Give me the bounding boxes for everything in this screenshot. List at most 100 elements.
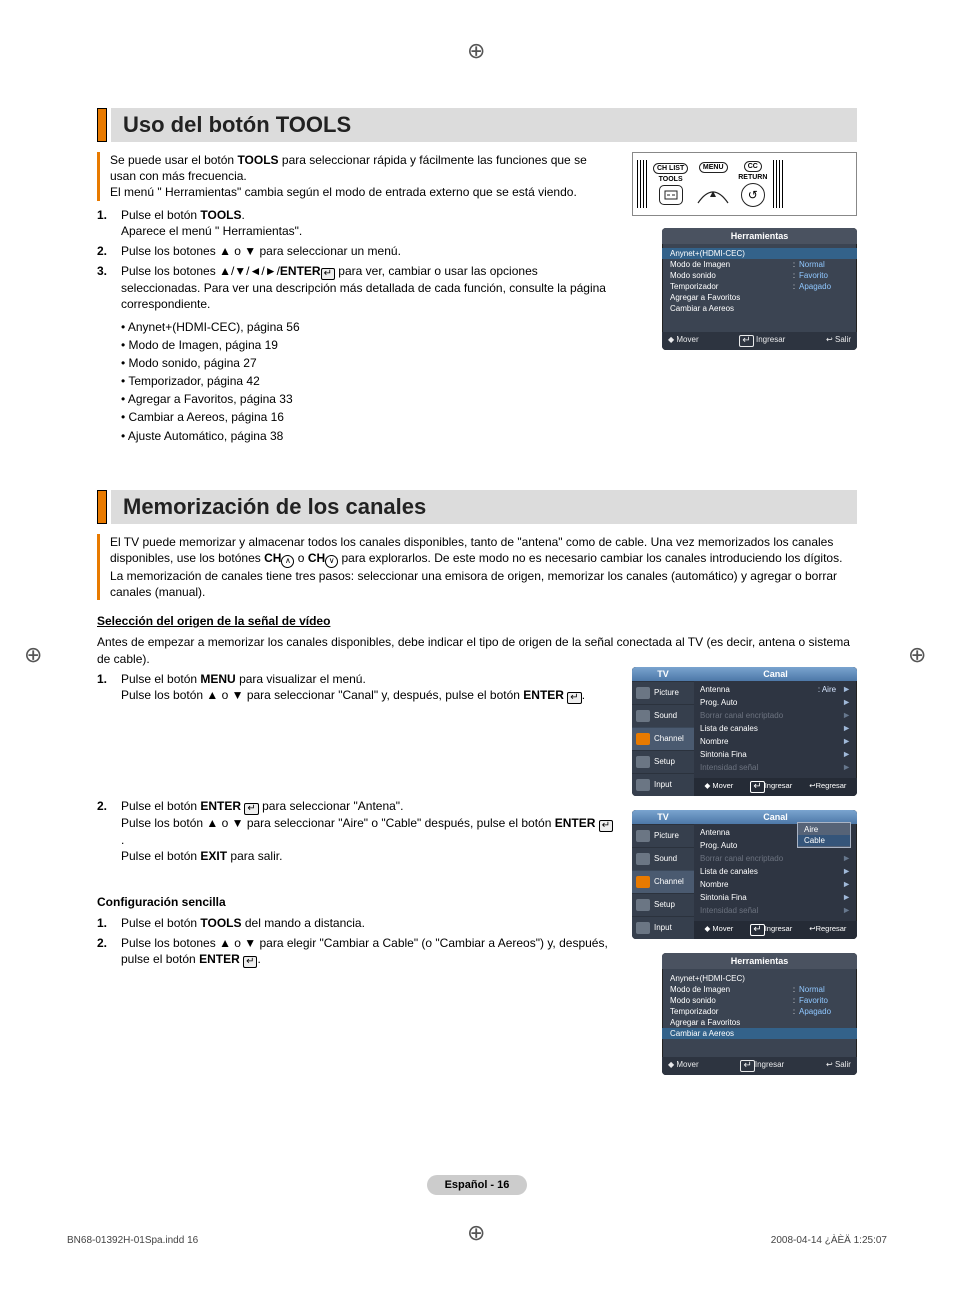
tvmenu-row: Antenna: Aire► xyxy=(700,683,851,696)
osd-row: Agregar a Favoritos xyxy=(670,1017,849,1028)
step-text: para visualizar el menú. xyxy=(236,672,366,686)
orange-accent-bar xyxy=(97,490,107,524)
tvmenu-row: Lista de canales► xyxy=(700,722,851,735)
step-item: 1. Pulse el botón MENU para visualizar e… xyxy=(97,671,614,704)
tvmenu-footer-enter: ↵Ingresar xyxy=(750,781,792,793)
step-text: Pulse el botón xyxy=(121,208,200,222)
osd-row-label: Cambiar a Aereos xyxy=(670,1029,849,1038)
step-item: 1. Pulse el botón TOOLS. Aparece el menú… xyxy=(97,207,614,239)
step-number: 2. xyxy=(97,935,121,968)
arrow-icon: ► xyxy=(842,892,851,902)
tab-label: Sound xyxy=(654,711,677,720)
tab-label: Input xyxy=(654,780,672,789)
step-text: Pulse el botón xyxy=(121,672,200,686)
step-number: 2. xyxy=(97,798,121,864)
arrow-icon: ► xyxy=(842,762,851,772)
step-number: 1. xyxy=(97,671,121,704)
osd-footer-exit: ↩ Salir xyxy=(826,1060,851,1072)
tvmenu-row-label: Sintonia Fina xyxy=(700,893,836,902)
registration-mark: ⊕ xyxy=(908,642,926,668)
tvmenu-row-label: Lista de canales xyxy=(700,724,836,733)
step-item: 2. Pulse el botón ENTER ↵ para seleccion… xyxy=(97,798,614,864)
step-text: Pulse los botones ▲/▼/◄/►/ xyxy=(121,264,280,278)
sub-heading: Selección del origen de la señal de víde… xyxy=(97,614,857,628)
step-text: Aparece el menú " Herramientas". xyxy=(121,224,302,238)
osd-colon: : xyxy=(789,271,799,280)
step-number: 2. xyxy=(97,243,121,259)
tvmenu-row-label: Borrar canal encriptado xyxy=(700,711,836,720)
doc-timestamp: 2008-04-14 ¿ÀÈÄ 1:25:07 xyxy=(771,1235,887,1246)
step-text: Pulse el botón xyxy=(121,916,200,930)
step-text: Pulse los botón ▲ o ▼ para seleccionar "… xyxy=(121,688,523,702)
tvmenu-row-label: Lista de canales xyxy=(700,867,836,876)
step-text: . xyxy=(257,952,260,966)
step-text: del mando a distancia. xyxy=(242,916,365,930)
tvmenu-row: Intensidad señal► xyxy=(700,904,851,917)
intro-bold: CH xyxy=(308,551,325,565)
step-bold: ENTER xyxy=(280,264,321,278)
section-heading: Uso del botón TOOLS xyxy=(97,108,857,142)
tv-menu-canal-2: TV PictureSoundChannelSetupInput Canal A… xyxy=(632,810,857,939)
tvmenu-footer-return: ↩Regresar xyxy=(809,781,846,793)
page-number-pill: Español - 16 xyxy=(427,1175,528,1195)
arrow-icon: ► xyxy=(842,866,851,876)
tvmenu-footer-move: ◆ Mover xyxy=(705,924,734,936)
step-text: Pulse el botón xyxy=(121,849,200,863)
tvmenu-row: Sintonia Fina ► xyxy=(700,891,851,904)
osd-row-value: Apagado xyxy=(799,1007,849,1016)
tab-label: Picture xyxy=(654,831,679,840)
tvmenu-row-label: Borrar canal encriptado xyxy=(700,854,836,863)
osd-tools-menu-2: Herramientas Anynet+(HDMI-CEC)Modo de Im… xyxy=(662,953,857,1075)
osd-row-label: Agregar a Favoritos xyxy=(670,293,849,302)
remote-menu-button: MENU xyxy=(699,162,728,173)
step-text: Pulse los botones ▲ o ▼ para seleccionar… xyxy=(121,243,614,259)
tab-label: Setup xyxy=(654,900,675,909)
bullet-item: • Ajuste Automático, página 38 xyxy=(121,428,614,444)
section-title: Uso del botón TOOLS xyxy=(111,108,857,142)
step-text: para salir. xyxy=(227,849,282,863)
tvmenu-tab: Channel xyxy=(632,870,694,893)
section-title: Memorización de los canales xyxy=(111,490,857,524)
dropdown-option: Aire xyxy=(798,824,850,835)
step-text: . xyxy=(242,208,245,222)
return-icon: ↺ xyxy=(741,183,765,207)
tab-icon xyxy=(636,687,650,699)
tvmenu-footer-enter: ↵Ingresar xyxy=(750,924,792,936)
registration-mark: ⊕ xyxy=(24,642,42,668)
enter-icon: ↵ xyxy=(567,692,581,704)
doc-filename: BN68-01392H-01Spa.indd 16 xyxy=(67,1235,198,1246)
tab-icon xyxy=(636,853,650,865)
osd-footer-enter: ↵Ingresar xyxy=(740,1060,784,1072)
tab-icon xyxy=(636,779,650,791)
tab-label: Channel xyxy=(654,877,684,886)
tab-label: Setup xyxy=(654,757,675,766)
tvmenu-row-label: Intensidad señal xyxy=(700,906,836,915)
step-text: para seleccionar "Antena". xyxy=(259,799,404,813)
tab-icon xyxy=(636,876,650,888)
osd-footer-move: ◆ Mover xyxy=(668,1060,699,1072)
step-bold: ENTER xyxy=(200,799,241,813)
osd-row-label: Modo sonido xyxy=(670,271,789,280)
tvmenu-tab: Setup xyxy=(632,893,694,916)
registration-mark: ⊕ xyxy=(467,1220,485,1246)
osd-tools-menu: Herramientas Anynet+(HDMI-CEC)Modo de Im… xyxy=(662,228,857,350)
remote-chlist-button: CH LIST xyxy=(653,163,688,174)
step-text: . xyxy=(582,688,585,702)
osd-row-value: Apagado xyxy=(799,282,849,291)
bullet-item: • Modo de Imagen, página 19 xyxy=(121,337,614,353)
tv-label: TV xyxy=(632,810,694,824)
step-number: 1. xyxy=(97,915,121,931)
arrow-icon: ► xyxy=(842,853,851,863)
tvmenu-tab: Input xyxy=(632,916,694,939)
step-bold: ENTER xyxy=(523,688,564,702)
bullet-item: • Anynet+(HDMI-CEC), página 56 xyxy=(121,319,614,335)
tab-icon xyxy=(636,756,650,768)
osd-row: Modo sonido:Favorito xyxy=(670,995,849,1006)
tab-icon xyxy=(636,899,650,911)
tools-icon xyxy=(659,185,683,205)
step-bold: ENTER xyxy=(199,952,240,966)
osd-title: Herramientas xyxy=(662,953,857,969)
intro-text: o xyxy=(298,551,308,565)
registration-mark: ⊕ xyxy=(467,38,485,64)
step-bold: TOOLS xyxy=(200,208,241,222)
